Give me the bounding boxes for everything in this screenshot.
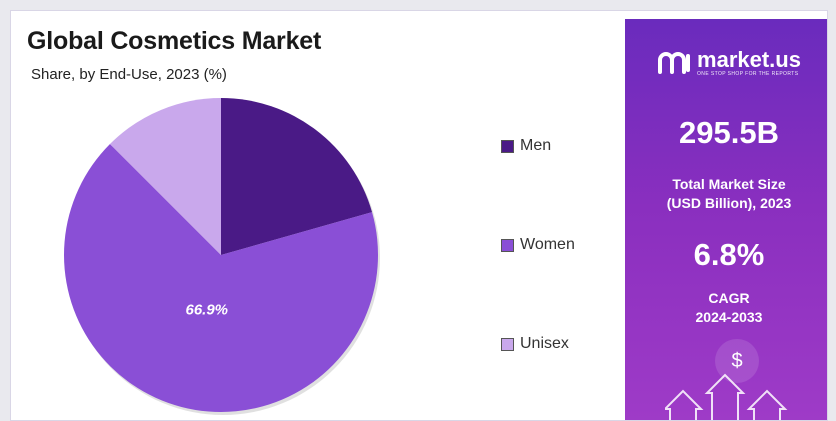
legend-label-women: Women (520, 236, 575, 253)
legend-item-men: Men (501, 137, 551, 155)
brand-name: market.us (697, 47, 801, 72)
dollar-icon: $ (715, 339, 759, 383)
cagr-label-line1: CAGR (708, 290, 750, 306)
legend-swatch-women (501, 238, 514, 252)
chart-title: Global Cosmetics Market (27, 27, 322, 55)
pie-slice-men (221, 98, 373, 255)
pie-slice-unisex (109, 98, 221, 255)
legend-item-women: Women (501, 236, 575, 254)
market-size-label-line1: Total Market Size (672, 176, 786, 192)
market-us-logo-icon (658, 52, 691, 74)
brand-tagline: ONE STOP SHOP FOR THE REPORTS (697, 71, 799, 77)
legend-swatch-men (501, 139, 514, 153)
pie-slice-women (63, 143, 378, 412)
chart-card: Global Cosmetics Market Share, by End-Us… (10, 10, 828, 421)
legend-label-men: Men (520, 137, 552, 154)
dollar-symbol: $ (731, 349, 743, 372)
market-size-value: 295.5B (679, 115, 779, 150)
brand: market.us ONE STOP SHOP FOR THE REPORTS (625, 47, 827, 77)
pie-label-women: 66.9% (185, 302, 228, 319)
up-arrow-icon (665, 373, 788, 420)
market-summary-panel: market.us ONE STOP SHOP FOR THE REPORTS … (625, 19, 827, 420)
market-size-label-line2: (USD Billion), 2023 (666, 195, 792, 211)
cagr-label-line2: 2024-2033 (695, 309, 763, 325)
cagr-value: 6.8% (693, 237, 765, 272)
legend-item-unisex: Unisex (501, 335, 569, 353)
chart-subtitle: Share, by End-Use, 2023 (%) (31, 66, 227, 83)
legend-label-unisex: Unisex (520, 335, 569, 352)
pie-chart: 66.9% (63, 98, 380, 415)
legend-swatch-unisex (501, 337, 514, 351)
